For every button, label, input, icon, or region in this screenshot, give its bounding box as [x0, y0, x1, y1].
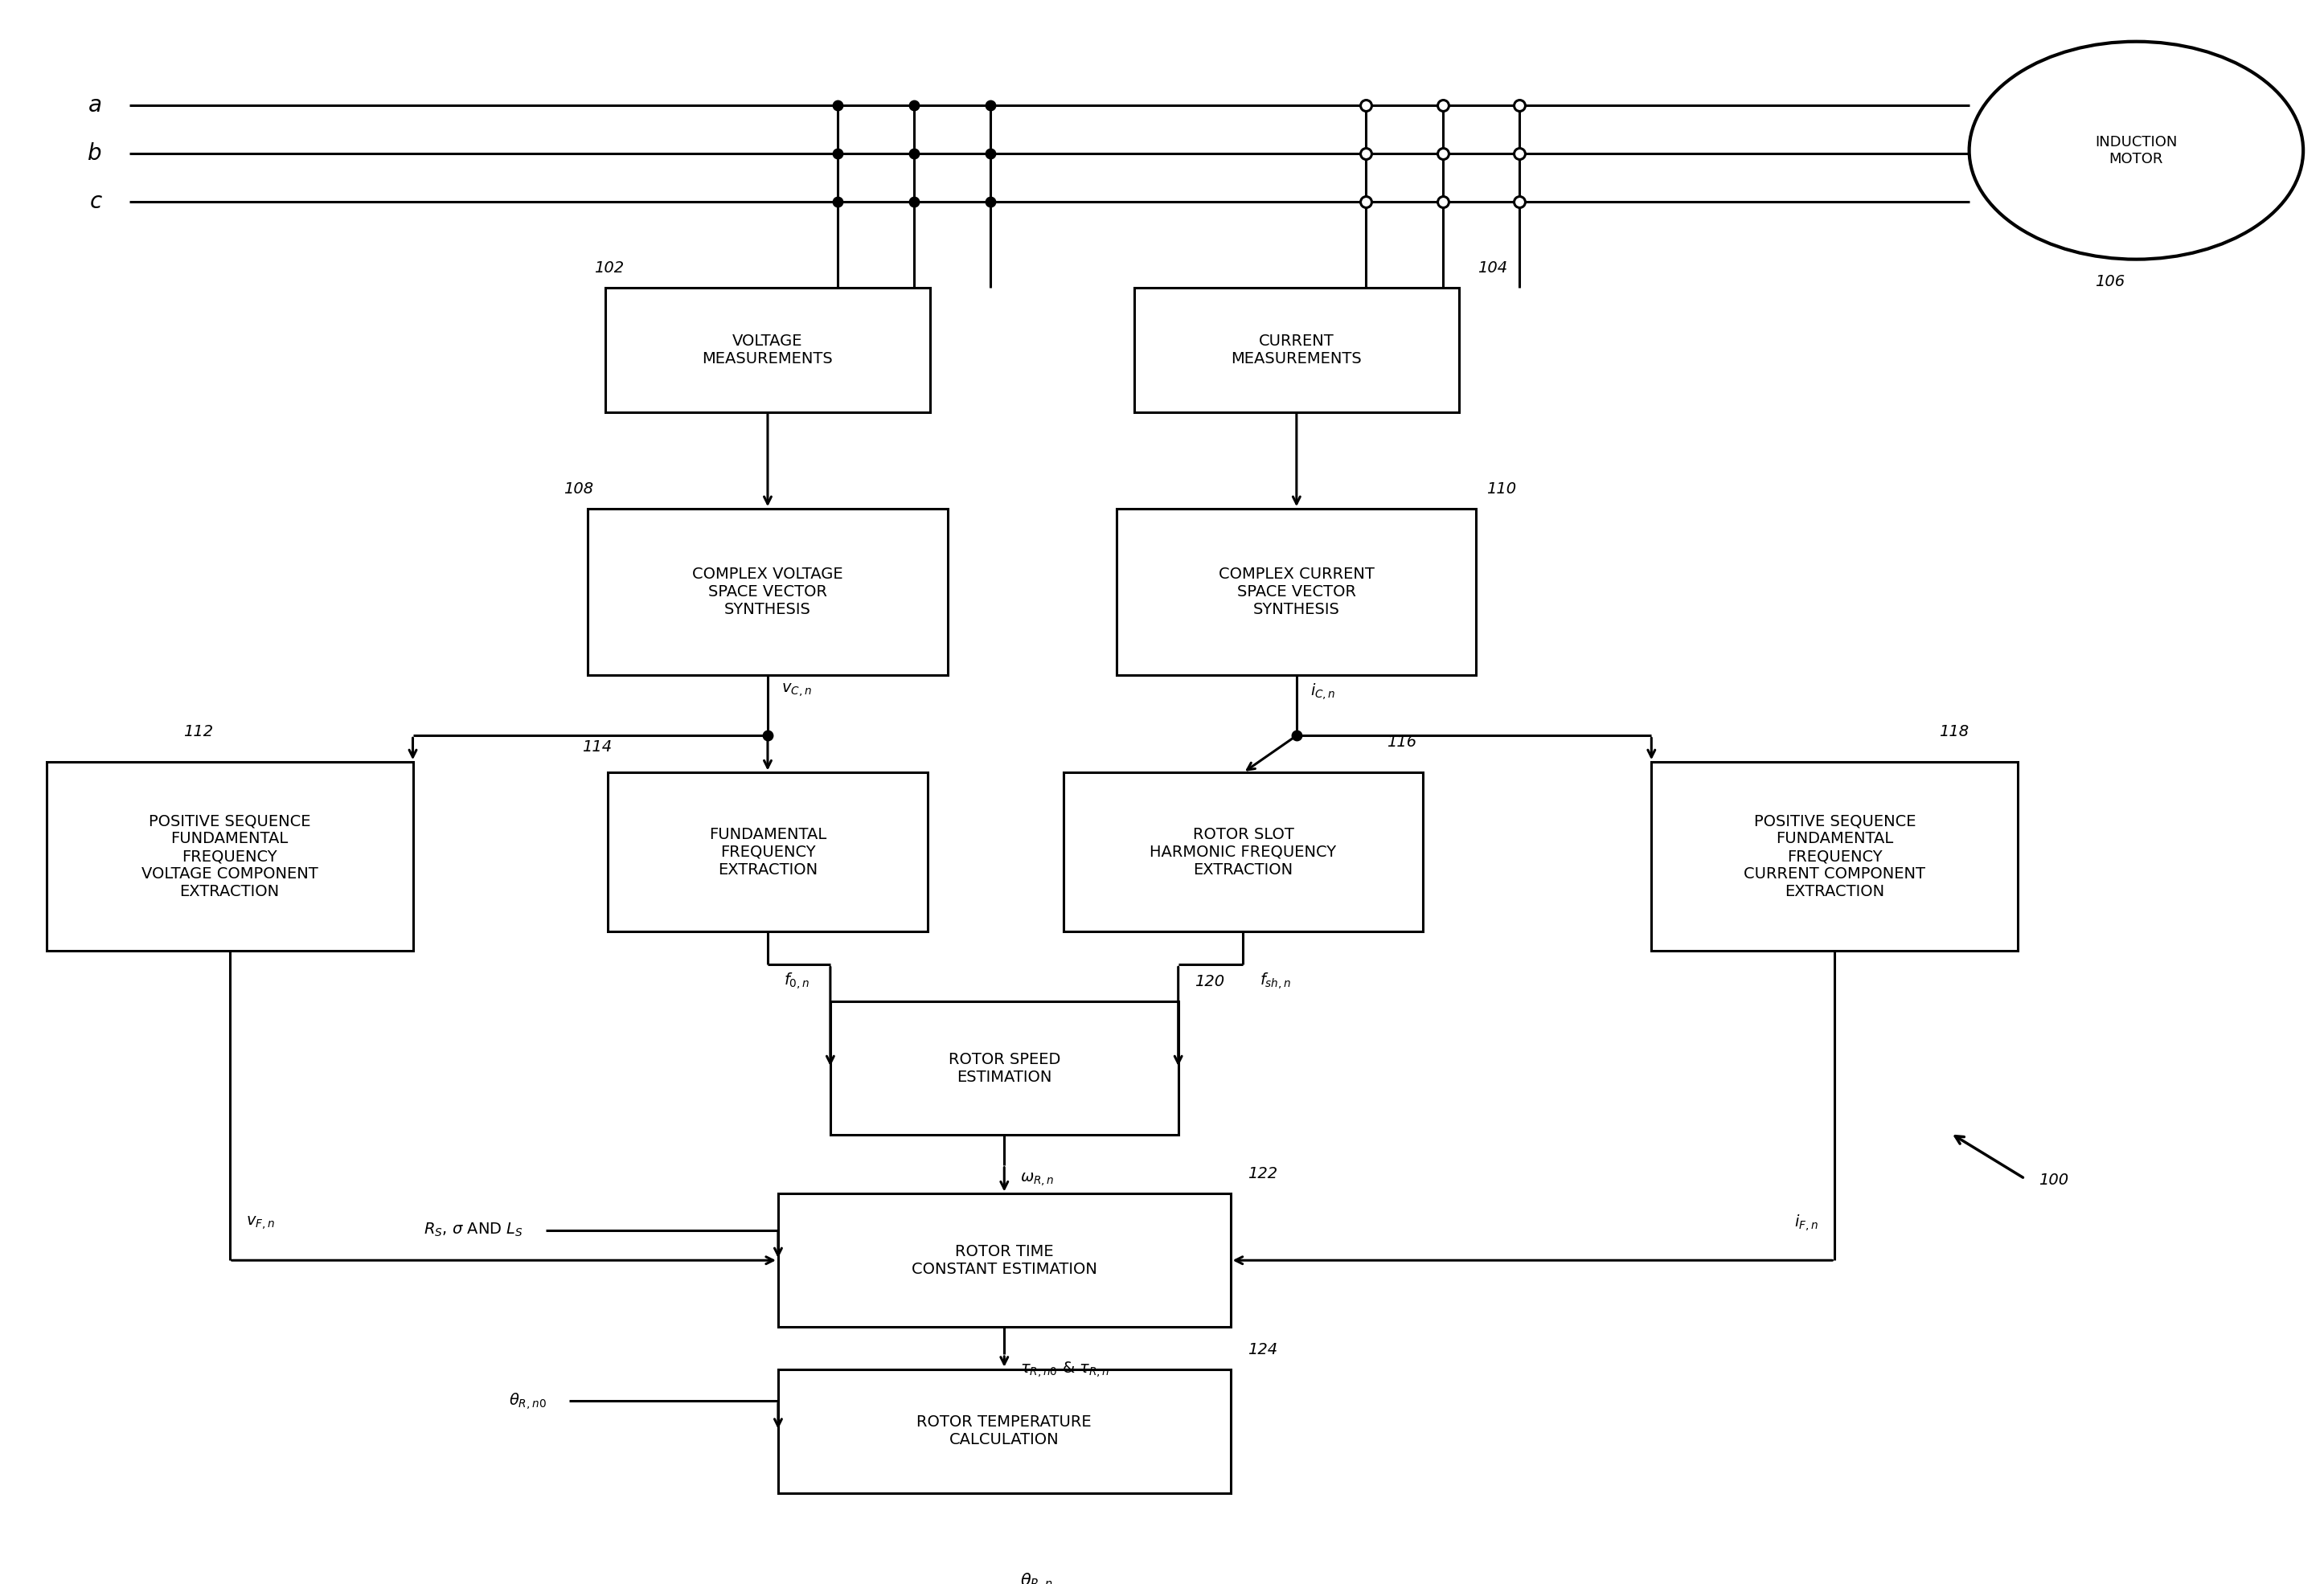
Text: $\tau_{R,n0}$ & $\tau_{R,n}$: $\tau_{R,n0}$ & $\tau_{R,n}$	[1020, 1361, 1111, 1380]
Text: $v_{C,n}$: $v_{C,n}$	[781, 681, 811, 699]
Text: 114: 114	[581, 740, 611, 754]
Text: 122: 122	[1248, 1166, 1278, 1182]
Text: 112: 112	[184, 724, 214, 740]
Text: 100: 100	[2038, 1172, 2068, 1188]
FancyBboxPatch shape	[1118, 508, 1476, 675]
Text: $i_{C,n}$: $i_{C,n}$	[1311, 681, 1336, 702]
Text: COMPLEX VOLTAGE
SPACE VECTOR
SYNTHESIS: COMPLEX VOLTAGE SPACE VECTOR SYNTHESIS	[693, 567, 844, 618]
FancyBboxPatch shape	[830, 1001, 1178, 1134]
Text: POSITIVE SEQUENCE
FUNDAMENTAL
FREQUENCY
VOLTAGE COMPONENT
EXTRACTION: POSITIVE SEQUENCE FUNDAMENTAL FREQUENCY …	[142, 814, 318, 900]
Text: POSITIVE SEQUENCE
FUNDAMENTAL
FREQUENCY
CURRENT COMPONENT
EXTRACTION: POSITIVE SEQUENCE FUNDAMENTAL FREQUENCY …	[1743, 814, 1927, 900]
Text: 102: 102	[593, 261, 623, 276]
Text: a: a	[88, 93, 102, 116]
Text: 106: 106	[2094, 274, 2124, 290]
FancyBboxPatch shape	[588, 508, 948, 675]
FancyBboxPatch shape	[779, 1194, 1229, 1327]
FancyBboxPatch shape	[1652, 762, 2017, 950]
Text: $i_{F,n}$: $i_{F,n}$	[1794, 1212, 1817, 1232]
FancyBboxPatch shape	[607, 773, 927, 931]
FancyBboxPatch shape	[604, 288, 930, 412]
Text: ROTOR SPEED
ESTIMATION: ROTOR SPEED ESTIMATION	[948, 1052, 1060, 1085]
Text: $v_{F,n}$: $v_{F,n}$	[246, 1213, 274, 1231]
Text: COMPLEX CURRENT
SPACE VECTOR
SYNTHESIS: COMPLEX CURRENT SPACE VECTOR SYNTHESIS	[1218, 567, 1373, 618]
Text: ROTOR SLOT
HARMONIC FREQUENCY
EXTRACTION: ROTOR SLOT HARMONIC FREQUENCY EXTRACTION	[1150, 827, 1336, 878]
Text: 104: 104	[1478, 261, 1508, 276]
Text: 120: 120	[1195, 974, 1225, 990]
Text: ROTOR TEMPERATURE
CALCULATION: ROTOR TEMPERATURE CALCULATION	[916, 1415, 1092, 1448]
Text: VOLTAGE
MEASUREMENTS: VOLTAGE MEASUREMENTS	[702, 334, 832, 366]
Text: $f_{0,n}$: $f_{0,n}$	[783, 971, 809, 990]
FancyBboxPatch shape	[779, 1369, 1229, 1494]
Text: $f_{sh,n}$: $f_{sh,n}$	[1260, 971, 1292, 990]
Text: ROTOR TIME
CONSTANT ESTIMATION: ROTOR TIME CONSTANT ESTIMATION	[911, 1243, 1097, 1277]
Text: 118: 118	[1938, 724, 1968, 740]
Text: FUNDAMENTAL
FREQUENCY
EXTRACTION: FUNDAMENTAL FREQUENCY EXTRACTION	[709, 827, 827, 878]
Text: $\theta_{R,n}$: $\theta_{R,n}$	[1020, 1571, 1053, 1584]
Text: CURRENT
MEASUREMENTS: CURRENT MEASUREMENTS	[1232, 334, 1362, 366]
Text: 124: 124	[1248, 1342, 1278, 1357]
FancyBboxPatch shape	[46, 762, 414, 950]
Text: $\omega_{R,n}$: $\omega_{R,n}$	[1020, 1171, 1055, 1188]
Text: INDUCTION
MOTOR: INDUCTION MOTOR	[2094, 135, 2178, 166]
Text: b: b	[88, 143, 102, 165]
Text: $\theta_{R,n0}$: $\theta_{R,n0}$	[509, 1391, 546, 1411]
Text: c: c	[91, 190, 102, 214]
Text: $R_S$, $\sigma$ AND $L_S$: $R_S$, $\sigma$ AND $L_S$	[423, 1221, 523, 1239]
Text: 108: 108	[562, 482, 593, 497]
Text: 116: 116	[1387, 735, 1418, 749]
FancyBboxPatch shape	[1064, 773, 1422, 931]
Text: 110: 110	[1487, 482, 1518, 497]
FancyBboxPatch shape	[1134, 288, 1459, 412]
